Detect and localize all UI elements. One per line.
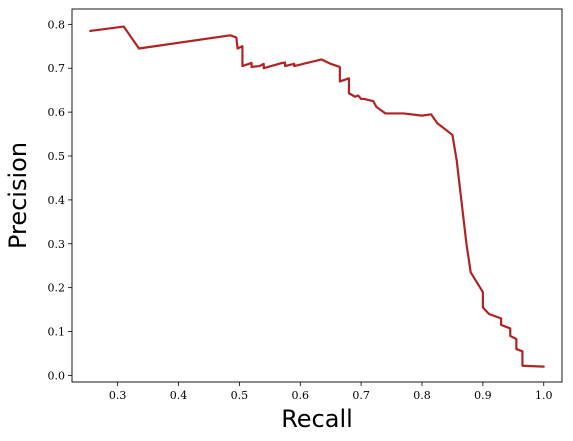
x-tick-label: 1.0 [535,389,553,402]
x-tick-label: 0.5 [231,389,249,402]
ticks-layer: 0.3 0.4 0.5 0.6 0.7 0.8 0.9 1.0 0.0 0.1 0.2 0.3 0.4 0… [48,18,553,402]
y-tick-label: 0.8 [48,18,66,31]
y-axis-title: Precision [4,142,32,249]
y-tick-label: 0.2 [48,282,66,295]
y-tick-label: 0.5 [48,150,66,163]
x-tick-label: 0.9 [474,389,492,402]
y-tick-label: 0.4 [48,194,66,207]
plot-frame [71,8,563,383]
x-tick-label: 0.3 [109,389,127,402]
y-tick-label: 0.0 [48,369,66,382]
y-tick-label: 0.6 [48,106,66,119]
x-axis-title: Recall [281,405,353,433]
pr-curve-line [89,25,545,368]
y-tick-label: 0.7 [48,62,66,75]
x-tick-label: 0.7 [352,389,370,402]
y-tick-label: 0.1 [48,326,66,339]
x-tick-label: 0.8 [413,389,431,402]
x-tick-label: 0.6 [292,389,310,402]
x-tick-label: 0.4 [170,389,188,402]
y-tick-label: 0.3 [48,238,66,251]
series-layer [89,25,545,368]
